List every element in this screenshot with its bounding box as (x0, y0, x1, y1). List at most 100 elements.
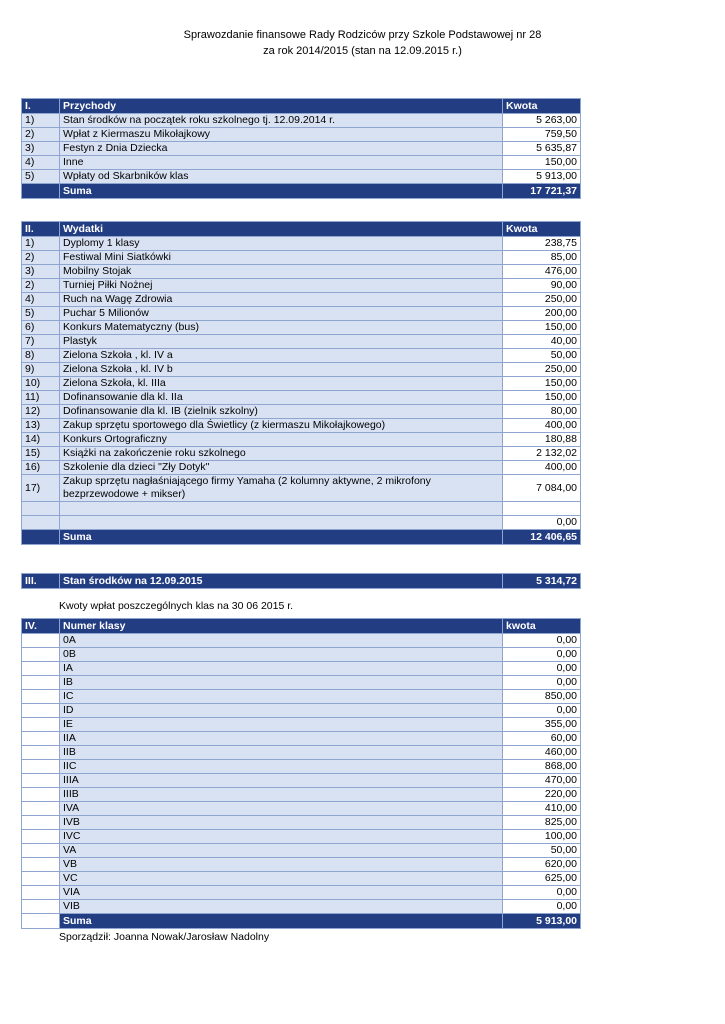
row-number: 14) (21, 432, 60, 447)
row-label: Ruch na Wagę Zdrowia (59, 292, 503, 307)
row-amount: 60,00 (502, 731, 581, 746)
row-amount: 825,00 (502, 815, 581, 830)
expenses-section-id: II. (21, 221, 60, 237)
row-amount: 50,00 (502, 843, 581, 858)
row-amount: 400,00 (502, 418, 581, 433)
row-label: Turniej Piłki Nożnej (59, 278, 503, 293)
row-amount: 0,00 (502, 885, 581, 900)
row-label: Zielona Szkoła , kl. IV a (59, 348, 503, 363)
row-label: Inne (59, 155, 503, 170)
row-label: Wpłat z Kiermaszu Mikołajkowy (59, 127, 503, 142)
expenses-table: II. Wydatki Kwota 1) Dyplomy 1 klasy 238… (21, 221, 581, 545)
suma-label: Suma (59, 529, 503, 545)
row-amount: 470,00 (502, 773, 581, 788)
row-label: IIIB (59, 787, 503, 802)
table-row: IIB 460,00 (21, 745, 581, 760)
row-amount: 150,00 (502, 320, 581, 335)
row-number: 11) (21, 390, 60, 405)
table-row: IA 0,00 (21, 661, 581, 676)
row-number (21, 647, 60, 662)
row-number (21, 675, 60, 690)
row-label: VIA (59, 885, 503, 900)
row-amount: 200,00 (502, 306, 581, 321)
table-row: 5) Wpłaty od Skarbników klas 5 913,00 (21, 169, 581, 184)
row-number: 15) (21, 446, 60, 461)
row-number (21, 857, 60, 872)
expenses-header-row: II. Wydatki Kwota (21, 221, 581, 237)
row-amount: 460,00 (502, 745, 581, 760)
row-label: ID (59, 703, 503, 718)
balance-label: Stan środków na 12.09.2015 (59, 573, 503, 589)
row-number: 5) (21, 306, 60, 321)
table-row: 0,00 (21, 515, 581, 530)
row-amount: 180,88 (502, 432, 581, 447)
row-amount: 850,00 (502, 689, 581, 704)
row-number: 12) (21, 404, 60, 419)
row-number (21, 885, 60, 900)
row-label: Dyplomy 1 klasy (59, 236, 503, 251)
classes-column-header: Numer klasy (59, 618, 503, 634)
table-row: 4) Ruch na Wagę Zdrowia 250,00 (21, 292, 581, 307)
row-number (21, 815, 60, 830)
row-amount: 40,00 (502, 334, 581, 349)
row-label: IB (59, 675, 503, 690)
income-amount-header: Kwota (502, 98, 581, 114)
document-title-line2: za rok 2014/2015 (stan na 12.09.2015 r.) (263, 45, 462, 57)
table-row: IVB 825,00 (21, 815, 581, 830)
row-number: 10) (21, 376, 60, 391)
income-section-id: I. (21, 98, 60, 114)
suma-spacer (21, 529, 60, 545)
prepared-by-line: Sporządził: Joanna Nowak/Jarosław Nadoln… (59, 931, 270, 943)
row-amount (502, 501, 581, 516)
row-label: IC (59, 689, 503, 704)
row-amount: 0,00 (502, 515, 581, 530)
balance-value: 5 314,72 (502, 573, 581, 589)
row-label: Festiwal Mini Siatkówki (59, 250, 503, 265)
row-number (21, 829, 60, 844)
document-title: Sprawozdanie finansowe Rady Rodziców prz… (0, 27, 725, 59)
row-number: 1) (21, 236, 60, 251)
row-number (21, 787, 60, 802)
row-amount: 0,00 (502, 703, 581, 718)
row-amount: 0,00 (502, 661, 581, 676)
row-amount: 620,00 (502, 857, 581, 872)
table-row: 7) Plastyk 40,00 (21, 334, 581, 349)
row-number: 4) (21, 292, 60, 307)
table-row: VIA 0,00 (21, 885, 581, 900)
row-label: Konkurs Ortograficzny (59, 432, 503, 447)
row-number: 5) (21, 169, 60, 184)
row-label: Zakup sprzętu nagłaśniającego firmy Yama… (59, 474, 503, 502)
row-label: Plastyk (59, 334, 503, 349)
row-number (21, 703, 60, 718)
row-number: 1) (21, 113, 60, 128)
table-row: 17) Zakup sprzętu nagłaśniającego firmy … (21, 474, 581, 502)
suma-label: Suma (59, 913, 503, 929)
income-column-header: Przychody (59, 98, 503, 114)
table-row: VB 620,00 (21, 857, 581, 872)
row-number (21, 899, 60, 914)
row-amount: 476,00 (502, 264, 581, 279)
suma-spacer (21, 913, 60, 929)
row-label: IIA (59, 731, 503, 746)
row-label: Festyn z Dnia Dziecka (59, 141, 503, 156)
row-label: 0B (59, 647, 503, 662)
row-label (59, 501, 503, 516)
income-header-row: I. Przychody Kwota (21, 98, 581, 114)
row-amount: 0,00 (502, 633, 581, 648)
row-number: 16) (21, 460, 60, 475)
table-row: 8) Zielona Szkoła , kl. IV a 50,00 (21, 348, 581, 363)
table-row (21, 501, 581, 516)
suma-value: 12 406,65 (502, 529, 581, 545)
table-row: IVC 100,00 (21, 829, 581, 844)
row-label: Konkurs Matematyczny (bus) (59, 320, 503, 335)
row-number (21, 871, 60, 886)
table-row: 0A 0,00 (21, 633, 581, 648)
table-row: IIA 60,00 (21, 731, 581, 746)
row-label: Szkolenie dla dzieci "Zły Dotyk" (59, 460, 503, 475)
row-number: 7) (21, 334, 60, 349)
row-amount: 150,00 (502, 376, 581, 391)
classes-suma-row: Suma 5 913,00 (21, 913, 581, 929)
row-number (21, 717, 60, 732)
suma-spacer (21, 183, 60, 199)
classes-table: IV. Numer klasy kwota 0A 0,00 0B 0,00 (21, 618, 581, 929)
